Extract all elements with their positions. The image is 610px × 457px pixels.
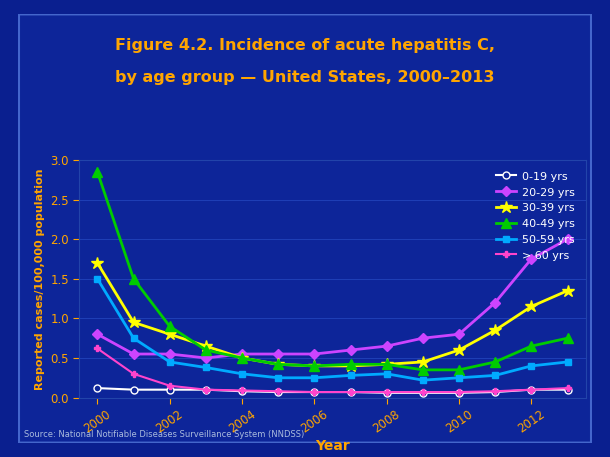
Legend: 0-19 yrs, 20-29 yrs, 30-39 yrs, 40-49 yrs, 50-59 yrs, > 60 yrs: 0-19 yrs, 20-29 yrs, 30-39 yrs, 40-49 yr… xyxy=(490,165,580,266)
0-19 yrs xyxy=(310,389,318,395)
Line: 50-59 yrs: 50-59 yrs xyxy=(94,275,571,383)
20-29 yrs xyxy=(419,335,426,341)
40-49 yrs xyxy=(528,343,535,349)
20-29 yrs xyxy=(94,331,101,337)
30-39 yrs xyxy=(94,260,101,266)
Text: by age group — United States, 2000–2013: by age group — United States, 2000–2013 xyxy=(115,70,495,85)
30-39 yrs xyxy=(203,343,210,349)
X-axis label: Year: Year xyxy=(315,439,350,452)
40-49 yrs xyxy=(239,355,246,361)
> 60 yrs xyxy=(94,346,101,351)
50-59 yrs xyxy=(383,371,390,377)
40-49 yrs xyxy=(419,367,426,372)
30-39 yrs xyxy=(383,361,390,367)
40-49 yrs xyxy=(166,324,173,329)
50-59 yrs xyxy=(239,371,246,377)
20-29 yrs xyxy=(130,351,137,357)
> 60 yrs xyxy=(166,383,173,388)
30-39 yrs xyxy=(239,355,246,361)
20-29 yrs xyxy=(564,236,571,242)
Line: 20-29 yrs: 20-29 yrs xyxy=(94,236,571,361)
> 60 yrs xyxy=(347,389,354,395)
30-39 yrs xyxy=(528,304,535,309)
0-19 yrs xyxy=(166,387,173,393)
Y-axis label: Reported cases/100,000 population: Reported cases/100,000 population xyxy=(35,168,45,389)
50-59 yrs xyxy=(94,276,101,282)
0-19 yrs xyxy=(130,387,137,393)
30-39 yrs xyxy=(419,359,426,365)
Text: Source: National Notifiable Diseases Surveillance System (NNDSS): Source: National Notifiable Diseases Sur… xyxy=(24,430,304,439)
> 60 yrs xyxy=(310,389,318,395)
50-59 yrs xyxy=(203,365,210,370)
50-59 yrs xyxy=(419,377,426,383)
30-39 yrs xyxy=(274,361,282,367)
> 60 yrs xyxy=(203,387,210,393)
> 60 yrs xyxy=(492,388,499,394)
0-19 yrs xyxy=(274,389,282,395)
40-49 yrs xyxy=(383,361,390,367)
0-19 yrs xyxy=(564,387,571,393)
30-39 yrs xyxy=(564,288,571,293)
Line: > 60 yrs: > 60 yrs xyxy=(94,345,571,395)
20-29 yrs xyxy=(274,351,282,357)
20-29 yrs xyxy=(347,347,354,353)
> 60 yrs xyxy=(528,387,535,393)
50-59 yrs xyxy=(347,372,354,378)
> 60 yrs xyxy=(419,389,426,395)
30-39 yrs xyxy=(347,363,354,369)
0-19 yrs xyxy=(455,390,462,396)
0-19 yrs xyxy=(492,389,499,395)
20-29 yrs xyxy=(455,331,462,337)
50-59 yrs xyxy=(455,375,462,381)
20-29 yrs xyxy=(492,300,499,305)
50-59 yrs xyxy=(528,363,535,369)
40-49 yrs xyxy=(94,169,101,175)
20-29 yrs xyxy=(239,351,246,357)
> 60 yrs xyxy=(130,371,137,377)
FancyBboxPatch shape xyxy=(18,14,592,443)
20-29 yrs xyxy=(310,351,318,357)
40-49 yrs xyxy=(310,363,318,369)
0-19 yrs xyxy=(383,390,390,396)
0-19 yrs xyxy=(419,390,426,396)
40-49 yrs xyxy=(347,361,354,367)
50-59 yrs xyxy=(492,372,499,378)
0-19 yrs xyxy=(239,388,246,394)
40-49 yrs xyxy=(130,276,137,282)
30-39 yrs xyxy=(455,347,462,353)
40-49 yrs xyxy=(274,361,282,367)
50-59 yrs xyxy=(310,375,318,381)
Text: Figure 4.2. Incidence of acute hepatitis C,: Figure 4.2. Incidence of acute hepatitis… xyxy=(115,38,495,53)
50-59 yrs xyxy=(564,359,571,365)
0-19 yrs xyxy=(347,389,354,395)
20-29 yrs xyxy=(166,351,173,357)
50-59 yrs xyxy=(274,375,282,381)
40-49 yrs xyxy=(203,347,210,353)
40-49 yrs xyxy=(492,359,499,365)
40-49 yrs xyxy=(455,367,462,372)
50-59 yrs xyxy=(130,335,137,341)
20-29 yrs xyxy=(203,355,210,361)
> 60 yrs xyxy=(239,388,246,393)
50-59 yrs xyxy=(166,359,173,365)
20-29 yrs xyxy=(383,343,390,349)
0-19 yrs xyxy=(528,387,535,393)
20-29 yrs xyxy=(528,256,535,262)
> 60 yrs xyxy=(564,385,571,391)
Line: 40-49 yrs: 40-49 yrs xyxy=(93,167,572,375)
> 60 yrs xyxy=(274,388,282,394)
0-19 yrs xyxy=(203,387,210,393)
0-19 yrs xyxy=(94,385,101,391)
30-39 yrs xyxy=(130,319,137,325)
> 60 yrs xyxy=(383,389,390,395)
Line: 0-19 yrs: 0-19 yrs xyxy=(94,385,571,396)
30-39 yrs xyxy=(166,331,173,337)
30-39 yrs xyxy=(492,328,499,333)
Line: 30-39 yrs: 30-39 yrs xyxy=(91,257,574,372)
40-49 yrs xyxy=(564,335,571,341)
> 60 yrs xyxy=(455,389,462,395)
30-39 yrs xyxy=(310,363,318,369)
